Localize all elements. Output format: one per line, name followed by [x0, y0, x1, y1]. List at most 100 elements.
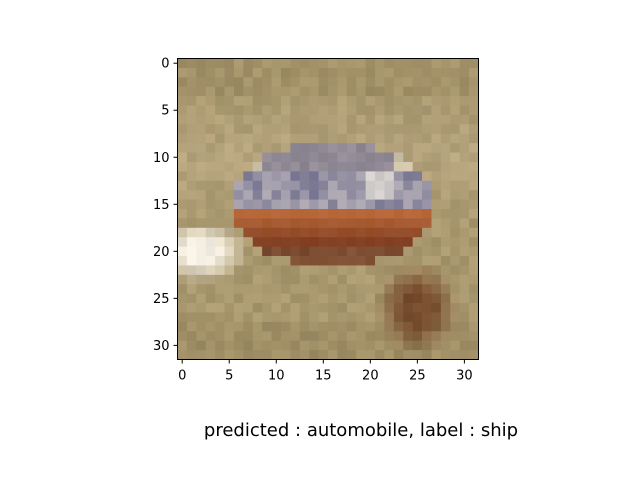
image-pixel — [450, 218, 461, 229]
y-tick-label: 30 — [153, 339, 170, 354]
image-pixel — [356, 190, 367, 200]
image-pixel — [243, 190, 254, 200]
image-pixel — [328, 58, 338, 69]
image-pixel — [403, 67, 414, 78]
image-pixel — [252, 246, 263, 257]
image-pixel — [318, 265, 329, 276]
image-pixel — [309, 237, 319, 248]
image-pixel — [422, 312, 432, 323]
image-pixel — [290, 152, 301, 163]
image-pixel — [205, 265, 216, 276]
image-pixel — [280, 274, 291, 285]
image-pixel — [318, 274, 329, 285]
image-pixel — [375, 256, 385, 266]
image-pixel — [393, 96, 404, 106]
image-pixel — [233, 218, 244, 229]
image-pixel — [393, 237, 404, 248]
image-pixel — [290, 265, 301, 276]
image-pixel — [299, 105, 310, 116]
image-pixel — [233, 312, 244, 323]
image-pixel — [422, 218, 432, 229]
image-pixel — [215, 152, 225, 163]
image-pixel — [469, 340, 479, 351]
image-pixel — [459, 312, 470, 323]
image-pixel — [459, 340, 470, 351]
image-pixel — [243, 227, 254, 238]
image-pixel — [365, 152, 376, 163]
image-pixel — [280, 114, 291, 125]
image-pixel — [393, 293, 404, 304]
image-pixel — [440, 105, 451, 116]
image-pixel — [365, 237, 376, 248]
image-pixel — [186, 114, 197, 125]
image-pixel — [393, 58, 404, 69]
image-pixel — [403, 218, 414, 229]
image-pixel — [233, 190, 244, 200]
image-pixel — [271, 303, 282, 313]
image-pixel — [271, 312, 282, 323]
image-pixel — [375, 67, 385, 78]
image-pixel — [459, 218, 470, 229]
image-pixel — [337, 284, 348, 295]
image-pixel — [224, 256, 235, 266]
image-pixel — [346, 350, 357, 360]
image-pixel — [422, 86, 432, 97]
image-pixel — [365, 133, 376, 144]
image-pixel — [280, 218, 291, 229]
image-pixel — [290, 303, 301, 313]
image-pixel — [422, 67, 432, 78]
image-pixel — [224, 161, 235, 172]
image-pixel — [215, 67, 225, 78]
image-pixel — [186, 190, 197, 200]
image-pixel — [243, 274, 254, 285]
image-pixel — [252, 265, 263, 276]
image-pixel — [196, 218, 207, 229]
image-pixel — [309, 340, 319, 351]
image-pixel — [252, 312, 263, 323]
image-pixel — [384, 86, 395, 97]
image-pixel — [431, 321, 442, 332]
image-pixel — [252, 124, 263, 135]
image-pixel — [365, 105, 376, 116]
image-pixel — [356, 237, 367, 248]
image-pixel — [440, 265, 451, 276]
image-pixel — [196, 321, 207, 332]
image-pixel — [233, 237, 244, 248]
image-pixel — [375, 350, 385, 360]
image-pixel — [290, 350, 301, 360]
image-pixel — [299, 199, 310, 210]
image-pixel — [299, 124, 310, 135]
image-pixel — [252, 58, 263, 69]
x-tick-label: 15 — [315, 369, 332, 384]
image-pixel — [403, 227, 414, 238]
image-pixel — [309, 96, 319, 106]
image-pixel — [205, 133, 216, 144]
image-pixel — [337, 199, 348, 210]
image-pixel — [337, 227, 348, 238]
image-pixel — [412, 199, 423, 210]
y-tick-label: 10 — [153, 151, 170, 166]
image-pixel — [412, 331, 423, 342]
image-pixel — [412, 77, 423, 88]
image-pixel — [356, 209, 367, 219]
image-pixel — [403, 96, 414, 106]
image-pixel — [328, 218, 338, 229]
image-pixel — [412, 58, 423, 69]
image-pixel — [422, 143, 432, 153]
image-pixel — [393, 284, 404, 295]
image-pixel — [271, 152, 282, 163]
image-pixel — [431, 161, 442, 172]
image-pixel — [393, 105, 404, 116]
image-pixel — [215, 77, 225, 88]
image-pixel — [205, 86, 216, 97]
image-pixel — [450, 303, 461, 313]
image-pixel — [375, 293, 385, 304]
image-pixel — [318, 114, 329, 125]
image-pixel — [393, 152, 404, 163]
image-pixel — [177, 209, 188, 219]
image-pixel — [252, 161, 263, 172]
image-pixel — [233, 209, 244, 219]
image-pixel — [299, 96, 310, 106]
image-pixel — [422, 161, 432, 172]
image-pixel — [393, 331, 404, 342]
